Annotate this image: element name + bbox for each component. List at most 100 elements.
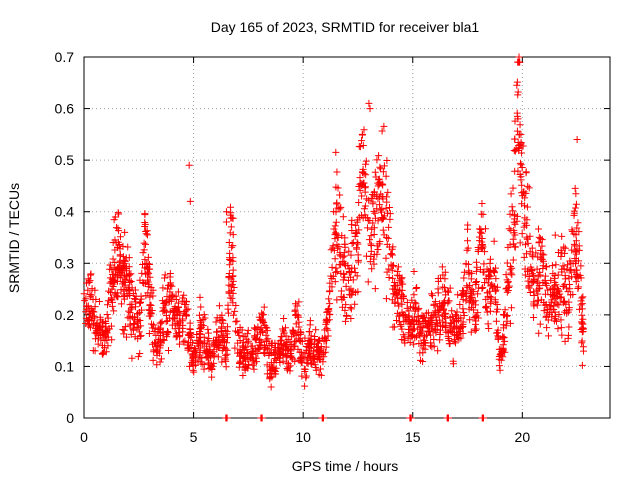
data-point-2082 [547,276,555,284]
data-point-1233 [354,288,362,296]
data-point-479 [181,337,189,345]
data-point-1959 [515,146,523,154]
data-point-748 [236,324,244,332]
data-point-2181 [565,323,573,331]
data-point-1654 [456,301,464,309]
data-point-1760 [473,263,481,271]
data-point-1281 [360,179,368,187]
data-point-417 [161,271,169,279]
data-point-2124 [557,252,565,260]
data-point-306 [136,299,144,307]
data-point-1676 [454,333,462,341]
outlier-point-5 [366,105,374,113]
data-point-194 [115,241,123,249]
data-point-1735 [466,282,474,290]
data-point-1955 [515,131,523,139]
data-point-610 [205,347,213,355]
data-point-1110 [320,353,328,361]
data-point-1165 [334,204,342,212]
data-point-1422 [395,302,403,310]
data-point-2039 [534,272,542,280]
data-point-806 [248,348,256,356]
data-point-1942 [516,159,524,167]
data-point-1283 [362,160,370,168]
data-point-1343 [376,163,384,171]
data-point-893 [268,339,276,347]
data-point-1564 [430,342,438,350]
data-point-295 [137,322,145,330]
data-point-1348 [383,268,391,276]
data-point-366 [159,284,167,292]
data-point-1841 [494,329,502,337]
data-point-661 [222,345,230,353]
data-point-216 [124,243,132,251]
data-point-1071 [315,370,323,378]
data-point-1259 [356,186,364,194]
data-point-1987 [521,271,529,279]
data-point-1003 [297,355,305,363]
data-point-1702 [460,311,468,319]
data-point-1213 [348,290,356,298]
data-point-1465 [410,291,418,299]
data-point-578 [196,344,204,352]
data-point-1788 [478,238,486,246]
data-point-1028 [301,334,309,342]
data-point-782 [241,363,249,371]
data-point-1671 [451,311,459,319]
data-point-1983 [519,188,527,196]
data-point-1496 [412,284,420,292]
data-point-1747 [471,326,479,334]
data-point-4 [80,290,88,298]
data-point-1636 [449,360,457,368]
data-point-2154 [558,249,566,257]
data-point-1997 [526,232,534,240]
data-point-2062 [542,280,550,288]
data-point-2116 [555,286,563,294]
data-point-951 [280,315,288,323]
data-point-1557 [426,342,434,350]
data-point-1949 [518,230,526,238]
data-point-102 [104,314,112,322]
data-point-1353 [380,122,388,130]
y-tick-label-2: 0.2 [55,307,75,323]
data-point-1878 [505,282,513,290]
data-point-22 [86,290,94,298]
data-point-2217 [578,305,586,313]
data-point-275 [130,320,138,328]
data-point-2183 [570,240,578,248]
data-point-52 [90,308,98,316]
data-point-1371 [380,214,388,222]
data-point-1429 [398,286,406,294]
data-point-1726 [464,244,472,252]
data-point-958 [289,326,297,334]
data-point-663 [219,332,227,340]
data-point-2152 [561,337,569,345]
data-point-1187 [340,293,348,301]
outlier-point-4 [365,99,373,107]
data-point-614 [206,352,214,360]
data-point-415 [159,328,167,336]
data-point-2163 [566,285,574,293]
data-point-500 [180,309,188,317]
data-point-348 [147,301,155,309]
data-point-328 [142,260,150,268]
data-point-1977 [521,194,529,202]
data-point-2196 [572,248,580,256]
data-point-627 [214,353,222,361]
data-point-943 [280,329,288,337]
data-point-363 [149,321,157,329]
data-point-1198 [342,282,350,290]
data-point-1423 [394,294,402,302]
data-point-1143 [326,310,334,318]
data-point-1639 [445,334,453,342]
data-point-398 [161,274,169,282]
data-point-1184 [345,247,353,255]
data-point-1586 [434,347,442,355]
data-point-298 [135,328,143,336]
data-point-726 [233,317,241,325]
data-point-1493 [415,339,423,347]
data-point-595 [208,373,216,381]
zero-point-5-2 [480,414,488,422]
data-point-1554 [427,331,435,339]
data-point-1538 [419,349,427,357]
